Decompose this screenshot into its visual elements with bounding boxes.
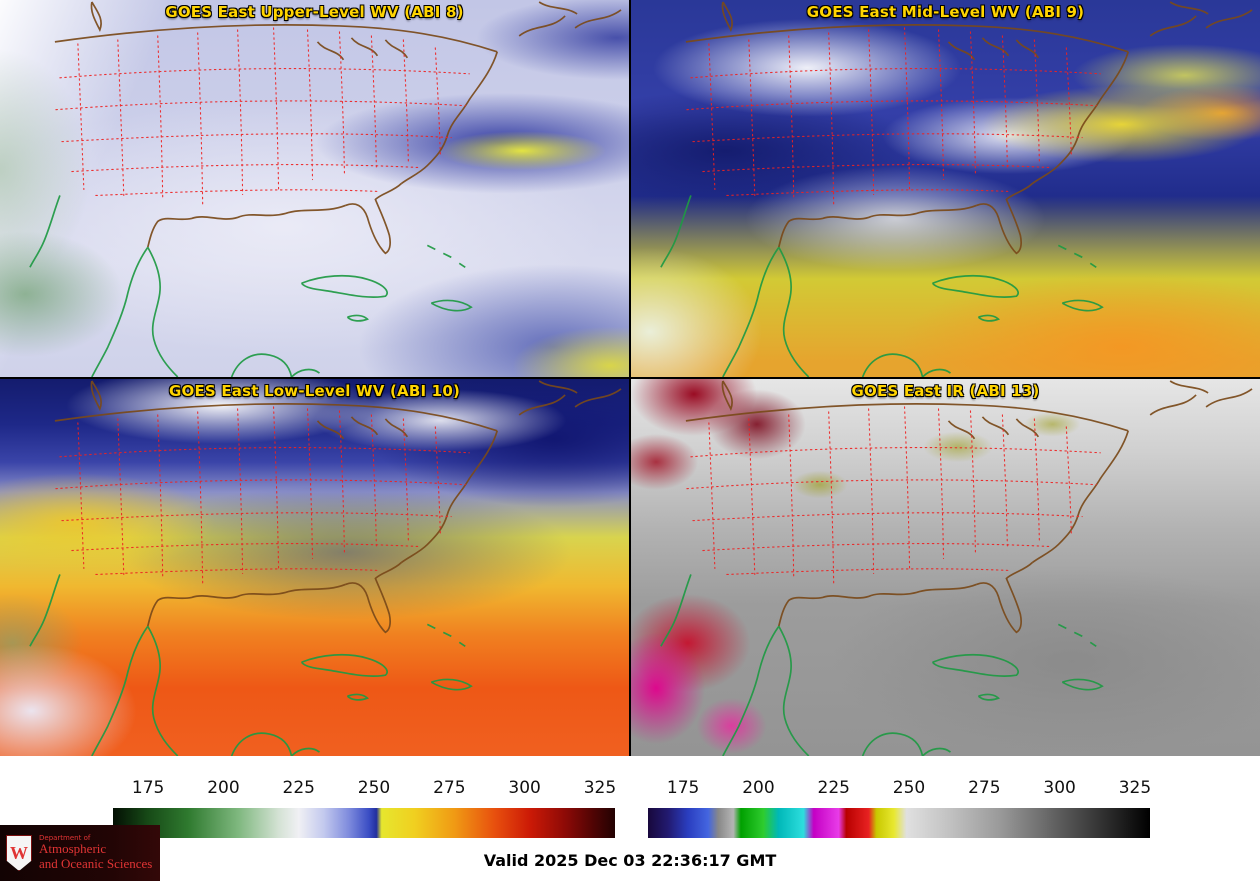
map-overlay [660,380,1253,756]
ir-colorbar: 175 200 225 250 275 300 325 [648,778,1152,840]
uw-aos-logo: W Department of Atmospheric and Oceanic … [0,825,160,881]
satellite-quad-grid: GOES East Upper-Level WV (ABI 8) GOES Ea… [0,0,1260,756]
logo-line1: Atmospheric [39,841,107,857]
colorbar-tick: 250 [892,778,926,798]
panel-title: GOES East Low-Level WV (ABI 10) [168,382,461,400]
colorbar-tick: 225 [282,778,315,798]
logo-text: Department of Atmospheric and Oceanic Sc… [39,833,153,872]
upper-level-wv-imagery [0,0,629,377]
colorbar-tick: 250 [357,778,391,798]
colorbar-tick: 300 [508,778,541,798]
low-level-wv-imagery [0,379,629,756]
panel-title: GOES East Mid-Level WV (ABI 9) [806,3,1085,21]
valid-time-text: Valid 2025 Dec 03 22:36:17 GMT [483,851,777,870]
colorbar-tick: 300 [1043,778,1076,798]
panel-upper-level-wv: GOES East Upper-Level WV (ABI 8) [0,0,629,377]
mid-level-wv-imagery [631,0,1260,377]
panel-ir: GOES East IR (ABI 13) [631,379,1260,756]
wv-colorbar-ticks: 175 200 225 250 275 300 325 [113,778,617,802]
map-overlay [29,1,622,377]
colorbar-tick: 175 [131,778,165,798]
panel-mid-level-wv: GOES East Mid-Level WV (ABI 9) [631,0,1260,377]
logo-dept-small: Department of [39,833,91,842]
ir-imagery [631,379,1260,756]
panel-title: GOES East Upper-Level WV (ABI 8) [165,3,464,21]
colorbar-tick: 175 [666,778,700,798]
colorbar-tick: 200 [207,778,240,798]
colorbar-tick: 275 [968,778,1001,798]
colorbar-tick: 325 [1118,778,1152,798]
logo-line2: and Oceanic Sciences [39,855,153,871]
map-overlay [29,380,622,756]
colorbar-tick: 325 [583,778,617,798]
colorbar-tick: 200 [742,778,775,798]
panel-low-level-wv: GOES East Low-Level WV (ABI 10) [0,379,629,756]
map-overlay [660,1,1253,377]
colorbar-tick: 225 [817,778,850,798]
crest-letter: W [10,843,28,863]
panel-title: GOES East IR (ABI 13) [851,382,1040,400]
ir-colorbar-gradient [648,808,1150,838]
wv-colorbar-gradient [113,808,615,838]
ir-colorbar-ticks: 175 200 225 250 275 300 325 [648,778,1152,802]
colorbar-tick: 275 [433,778,466,798]
wv-colorbar: 175 200 225 250 275 300 325 [113,778,617,840]
